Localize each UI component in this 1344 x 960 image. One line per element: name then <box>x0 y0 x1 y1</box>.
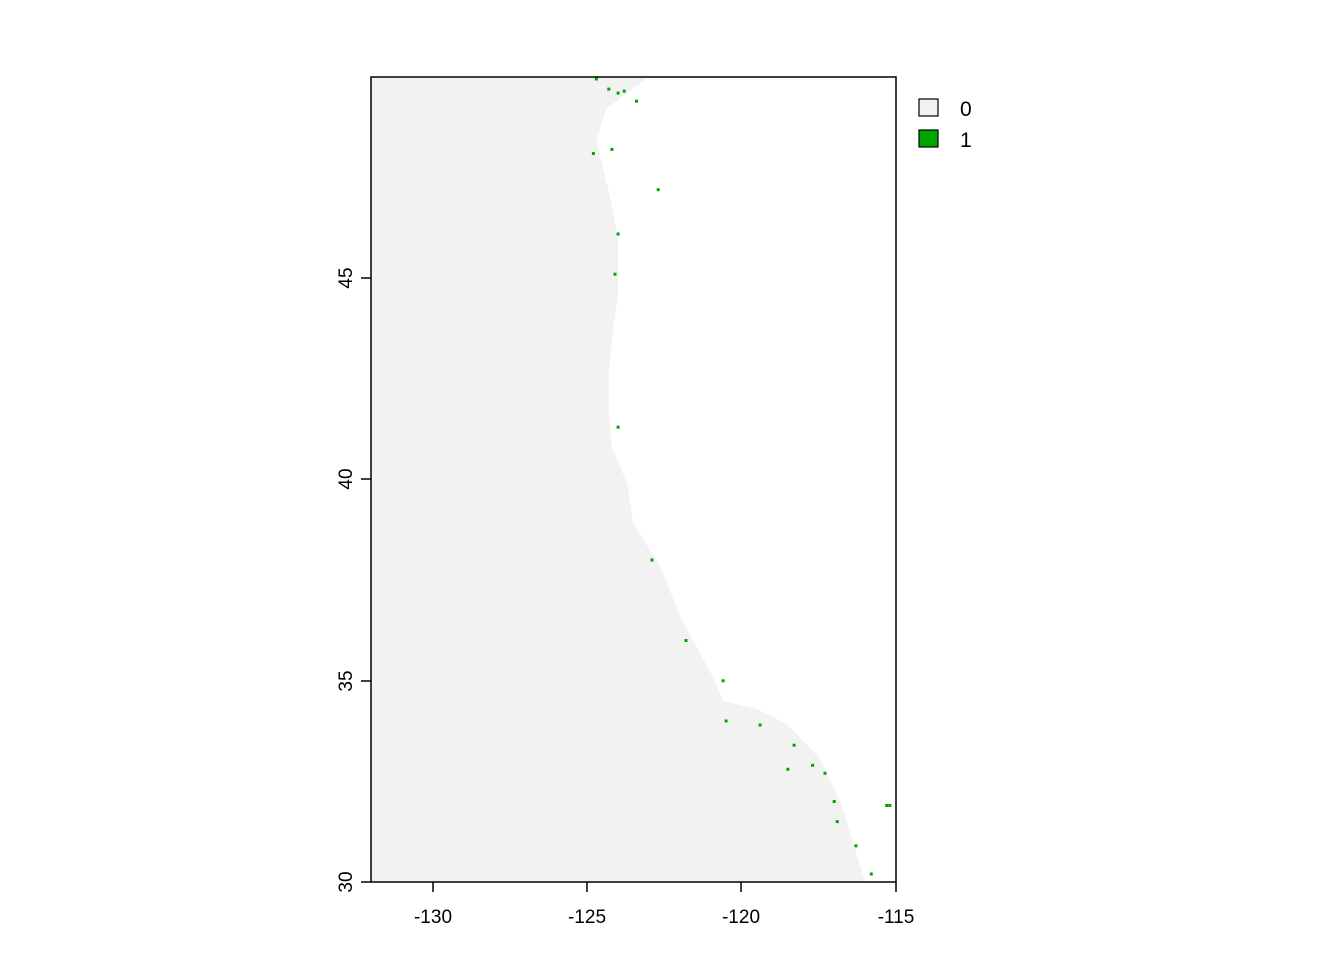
y-tick-label: 35 <box>336 670 357 691</box>
raster-cell-value-1 <box>786 767 790 771</box>
raster-cell-value-1 <box>758 723 762 727</box>
x-tick-label: -125 <box>568 907 606 928</box>
legend-label-1: 1 <box>960 129 972 152</box>
raster-cell-value-1 <box>635 99 639 103</box>
raster-cell-value-1 <box>792 743 796 747</box>
raster-cell-value-1 <box>869 872 873 876</box>
y-tick-label: 45 <box>336 267 357 288</box>
x-tick-label: -130 <box>414 907 452 928</box>
x-tick-label: -115 <box>878 907 915 928</box>
raster-cell-value-1 <box>613 272 617 276</box>
raster-cell-value-1 <box>721 679 725 683</box>
raster-cell-value-1 <box>616 232 620 236</box>
raster-class-0-region <box>371 77 866 882</box>
raster-cell-value-1 <box>823 771 827 775</box>
raster-cell-value-1 <box>616 91 620 95</box>
x-axis: -130 -125 -120 -115 <box>414 882 914 928</box>
y-tick-label: 30 <box>336 871 357 892</box>
raster-cell-value-1 <box>811 763 815 767</box>
raster-cell-value-1 <box>835 820 839 824</box>
raster-cell-value-1 <box>610 147 614 151</box>
legend-label-0: 0 <box>960 98 972 121</box>
y-tick-label: 40 <box>336 468 357 489</box>
raster-cell-value-1 <box>650 558 654 562</box>
raster-cell-value-1 <box>656 188 660 192</box>
legend-swatch-1 <box>918 129 939 148</box>
raster-cell-value-1 <box>724 719 728 723</box>
raster-cell-value-1 <box>591 152 595 155</box>
raster-cell-value-1 <box>888 804 892 807</box>
raster-cell-value-1 <box>684 639 688 642</box>
raster-cell-value-1 <box>607 87 611 91</box>
y-axis: 30 35 40 45 <box>336 267 371 893</box>
raster-cell-value-1 <box>854 844 858 848</box>
raster-cell-value-1 <box>832 800 836 803</box>
x-tick-label: -120 <box>722 907 760 928</box>
raster-cell-value-1 <box>885 804 889 807</box>
raster-cell-value-1 <box>616 425 620 429</box>
raster-cell-value-1 <box>594 77 598 81</box>
legend: 0 1 <box>918 98 972 152</box>
raster-cell-value-1 <box>622 89 626 93</box>
raster-class-1-cells <box>591 77 892 876</box>
legend-swatch-0 <box>918 98 939 117</box>
